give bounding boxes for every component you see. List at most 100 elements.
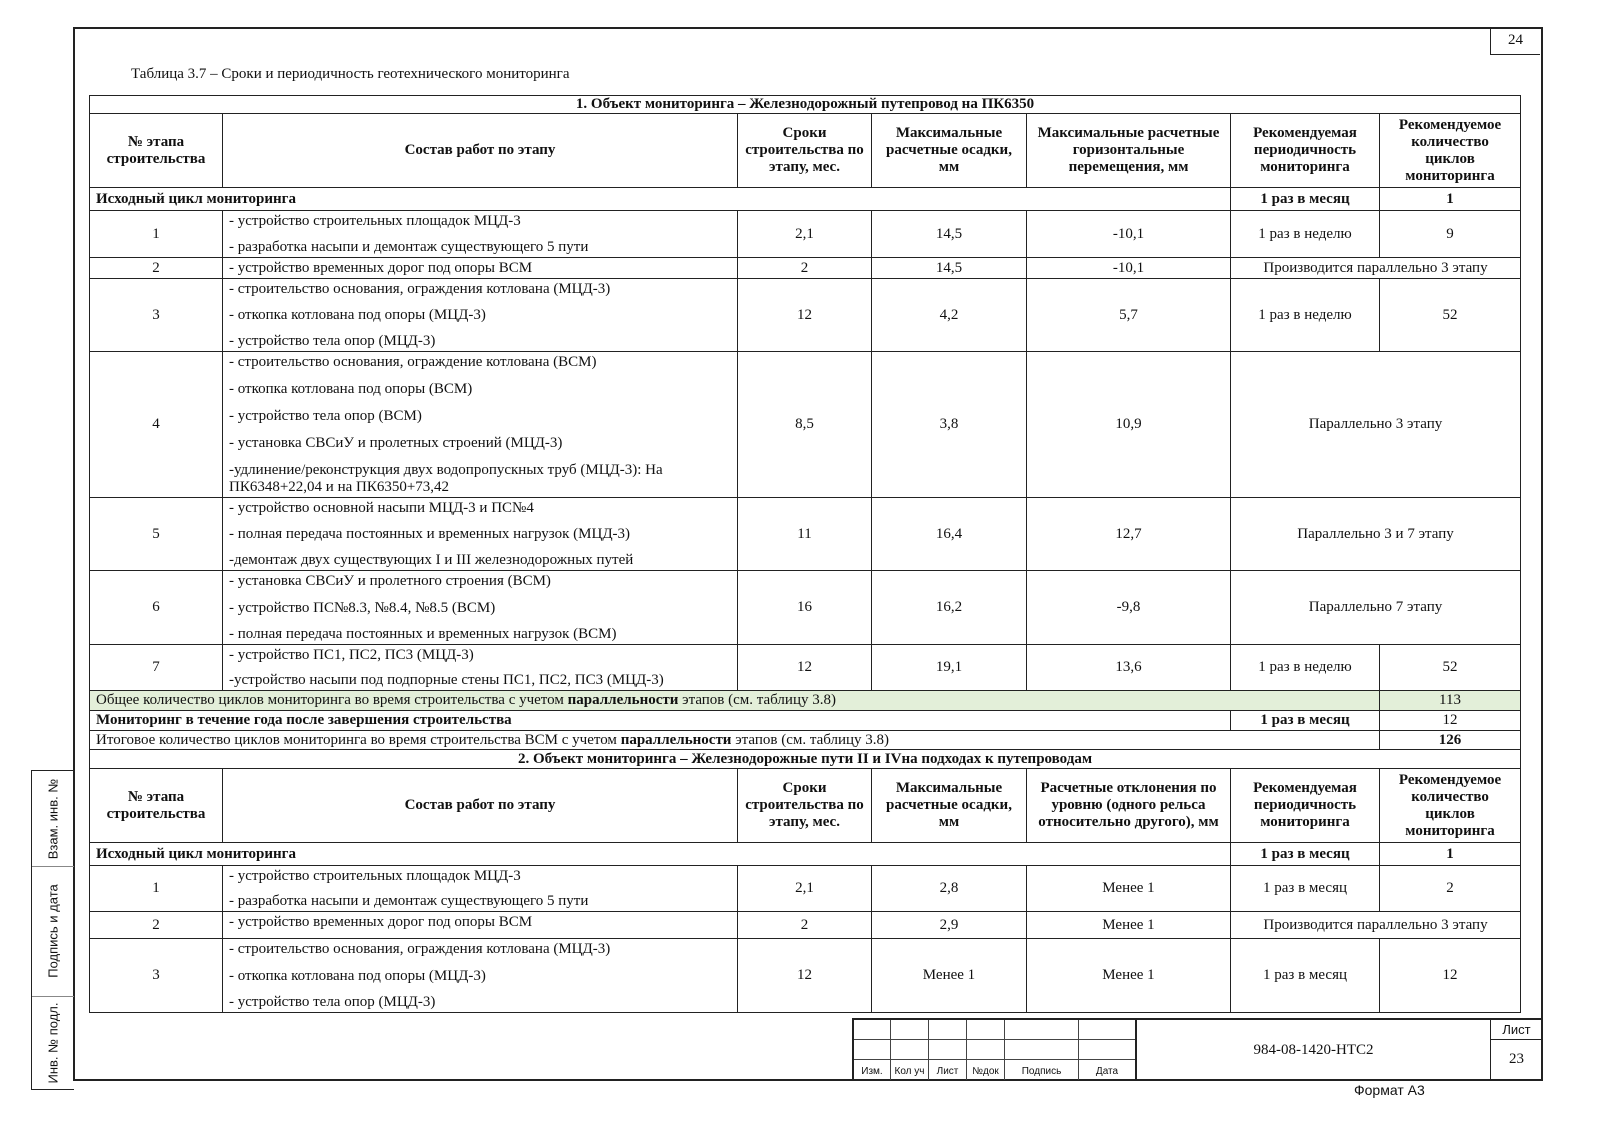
table-cell: 2: [737, 257, 872, 279]
table-cell: 5,7: [1026, 278, 1231, 352]
post-construction-row: Мониторинг в течение года после завершен…: [89, 710, 1522, 731]
side-cell-inv-original: Инв. № подл.: [45, 1002, 61, 1083]
table-cell: -9,8: [1026, 570, 1231, 645]
stage-works: - устройство временных дорог под опоры В…: [222, 911, 738, 939]
work-item: - полная передача постоянных и временных…: [229, 626, 617, 642]
stage-row: 7 - устройство ПС1, ПС2, ПС3 (МЦД-3) -устр…: [89, 644, 1522, 691]
stage-row: 2 - устройство временных дорог под опоры …: [89, 911, 1522, 939]
table-cell: Менее 1: [1026, 938, 1231, 1013]
table-cell: 1 раз в неделю: [1230, 210, 1380, 258]
work-item: - строительство основания, ограждения ко…: [229, 281, 611, 297]
section-title: 1. Объект мониторинга – Железнодорожный …: [88, 95, 1522, 114]
column-header: Состав работ по этапу: [222, 113, 738, 188]
table-caption: Таблица 3.7 – Сроки и периодичность геот…: [131, 66, 570, 82]
table-cell: 12: [737, 938, 872, 1013]
work-item: -удлинение/реконструкция двух водопропус…: [229, 462, 663, 495]
stage-number: 1: [89, 210, 223, 258]
stage-works: - строительство основания, ограждение ко…: [222, 351, 738, 498]
stage-row: 3 - строительство основания, ограждения к…: [89, 938, 1522, 1013]
work-item: - откопка котлована под опоры (МЦД-3): [229, 307, 486, 323]
stage-works: - устройство временных дорог под опоры В…: [222, 257, 738, 279]
title-block: Изм. Кол уч Лист №док Подпись Дата 984-0…: [852, 1018, 1542, 1080]
stage-number: 4: [89, 351, 223, 498]
monitoring-table: 1. Объект мониторинга – Железнодорожный …: [88, 95, 1522, 1013]
table-cell: Менее 1: [871, 938, 1027, 1013]
table-cell: 2,8: [871, 865, 1027, 912]
stage-works: - установка СВСиУ и пролетного строения …: [222, 570, 738, 645]
work-item: - строительство основания, ограждения ко…: [229, 941, 611, 957]
table-cell: 16,2: [871, 570, 1027, 645]
work-item: - устройство основной насыпи МЦД-3 и ПС№…: [229, 500, 534, 516]
work-item: - откопка котлована под опоры (ВСМ): [229, 381, 473, 397]
work-item: - устройство временных дорог под опоры В…: [229, 260, 533, 276]
stage-row: 6 - установка СВСиУ и пролетного строения…: [89, 570, 1522, 645]
final-value: 126: [1378, 730, 1522, 750]
table-cell: 12: [737, 644, 872, 691]
initial-cycle-label: Исходный цикл мониторинга: [89, 187, 1231, 211]
table-cell: 12: [1378, 710, 1522, 731]
table-cell: 11: [737, 497, 872, 571]
table-cell: -10,1: [1026, 257, 1231, 279]
section-title: 2. Объект мониторинга – Железнодорожные …: [88, 749, 1522, 769]
table-cell: 1 раз в месяц: [1230, 710, 1380, 731]
table-cell: 14,5: [871, 210, 1027, 258]
stage-row: 2 - устройство временных дорог под опоры …: [89, 257, 1522, 279]
table-cell: 1 раз в неделю: [1230, 278, 1380, 352]
column-header: Рекомендуемое количество циклов монитори…: [1378, 113, 1522, 188]
work-item: - разработка насыпи и демонтаж существую…: [229, 893, 589, 909]
table-cell: 16,4: [871, 497, 1027, 571]
sheet-label: Лист: [1491, 1020, 1542, 1040]
section-title-row: 2. Объект мониторинга – Железнодорожные …: [88, 749, 1522, 769]
final-row: Итоговое количество циклов мониторинга в…: [89, 730, 1522, 750]
work-item: - установка СВСиУ и пролетных строений (…: [229, 435, 563, 451]
header-row: № этапа строительства Состав работ по эта…: [89, 768, 1522, 843]
work-item: - устройство тела опор (МЦД-3): [229, 994, 436, 1010]
column-header: № этапа строительства: [89, 768, 223, 843]
table-cell: 9: [1378, 210, 1522, 258]
column-header: Сроки строительства по этапу, мес.: [737, 113, 872, 188]
table-cell: 2,9: [871, 911, 1027, 939]
side-cell-signature-date: Подпись и дата: [32, 866, 74, 997]
side-cell-replace-inv: Взам. инв. №: [32, 771, 74, 867]
stage-number: 2: [89, 257, 223, 279]
column-header: Максимальные расчетные осадки, мм: [871, 113, 1027, 188]
table-cell: 1: [1378, 187, 1522, 211]
work-item: - установка СВСиУ и пролетного строения …: [229, 573, 551, 589]
stage-works: - строительство основания, ограждения ко…: [222, 938, 738, 1013]
work-item: - полная передача постоянных и временных…: [229, 526, 631, 542]
table-cell: 8,5: [737, 351, 872, 498]
total-label: Общее количество циклов мониторинга во в…: [89, 690, 1380, 711]
table-cell: 3,8: [871, 351, 1027, 498]
table-cell: 2,1: [737, 210, 872, 258]
work-item: - устройство строительных площадок МЦД-3: [229, 868, 521, 884]
work-item: - устройство тела опор (МЦД-3): [229, 333, 436, 349]
table-cell: 1: [1378, 842, 1522, 866]
table-cell: 10,9: [1026, 351, 1231, 498]
table-cell: 1 раз в месяц: [1230, 938, 1380, 1013]
table-cell: 1 раз в неделю: [1230, 644, 1380, 691]
table-cell: 2,1: [737, 865, 872, 912]
stage-works: - строительство основания, ограждения ко…: [222, 278, 738, 352]
merged-periodicity: Параллельно 3 и 7 этапу: [1229, 497, 1522, 571]
column-header: Расчетные отклонения по уровню (одного р…: [1026, 768, 1231, 843]
final-label: Итоговое количество циклов мониторинга в…: [89, 730, 1380, 750]
page-frame: [73, 27, 1543, 1081]
table-cell: 12: [737, 278, 872, 352]
section-title-row: 1. Объект мониторинга – Железнодорожный …: [88, 95, 1522, 114]
table-cell: 52: [1378, 278, 1522, 352]
post-label: Мониторинг в течение года после завершен…: [89, 710, 1231, 731]
stage-number: 1: [89, 865, 223, 912]
total-value: 113: [1378, 690, 1522, 711]
column-header: Рекомендуемая периодичность мониторинга: [1230, 768, 1380, 843]
work-item: - строительство основания, ограждение ко…: [229, 354, 597, 370]
table-cell: 19,1: [871, 644, 1027, 691]
stage-row: 5 - устройство основной насыпи МЦД-3 и ПС…: [89, 497, 1522, 571]
stage-works: - устройство строительных площадок МЦД-3…: [222, 865, 738, 912]
table-cell: Менее 1: [1026, 865, 1231, 912]
initial-cycle-label: Исходный цикл мониторинга: [89, 842, 1231, 866]
stage-row: 3 - строительство основания, ограждения к…: [89, 278, 1522, 352]
work-item: - устройство тела опор (ВСМ): [229, 408, 422, 424]
stage-works: - устройство строительных площадок МЦД-3…: [222, 210, 738, 258]
work-item: - разработка насыпи и демонтаж существую…: [229, 239, 589, 255]
merged-periodicity: Параллельно 3 этапу: [1229, 351, 1522, 498]
